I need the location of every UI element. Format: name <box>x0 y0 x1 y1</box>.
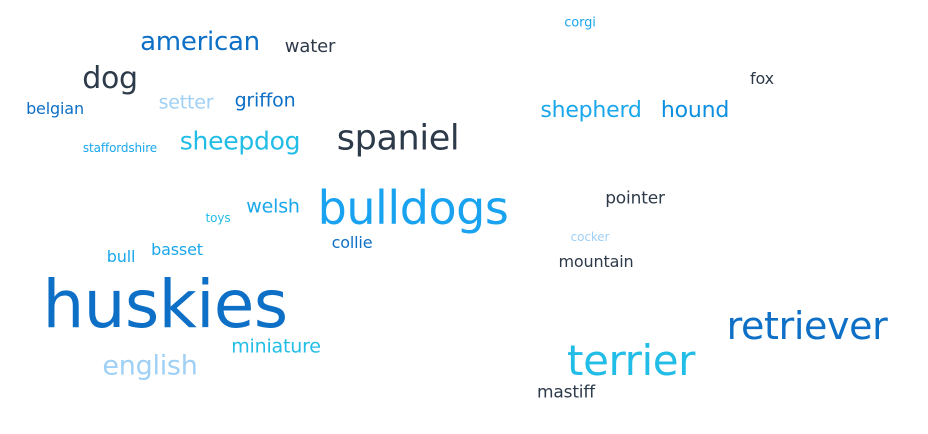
word-water: water <box>284 36 336 57</box>
word-spaniel: spaniel <box>336 118 460 159</box>
word-collie: collie <box>331 233 373 252</box>
word-setter: setter <box>158 91 214 114</box>
word-shepherd: shepherd <box>540 98 642 123</box>
word-dog: dog <box>82 61 138 96</box>
word-english: english <box>102 350 198 382</box>
word-belgian: belgian <box>26 99 84 118</box>
word-basset: basset <box>151 240 203 259</box>
word-retriever: retriever <box>726 304 888 348</box>
word-bulldogs: bulldogs <box>317 181 509 235</box>
word-fox: fox <box>750 69 774 88</box>
word-griffon: griffon <box>234 89 296 112</box>
word-staffordshire: staffordshire <box>82 141 158 155</box>
word-miniature: miniature <box>231 335 321 358</box>
word-american: american <box>140 27 260 57</box>
word-welsh: welsh <box>246 195 300 218</box>
word-mountain: mountain <box>558 252 634 271</box>
word-hound: hound <box>660 98 730 123</box>
word-pointer: pointer <box>605 188 665 209</box>
word-cocker: cocker <box>570 230 610 244</box>
word-huskies: huskies <box>42 266 289 343</box>
word-sheepdog: sheepdog <box>179 126 301 156</box>
word-bull: bull <box>106 247 136 266</box>
word-toys: toys <box>205 211 231 225</box>
word-corgi: corgi <box>564 15 596 31</box>
word-terrier: terrier <box>567 336 695 385</box>
word-mastiff: mastiff <box>536 382 596 403</box>
